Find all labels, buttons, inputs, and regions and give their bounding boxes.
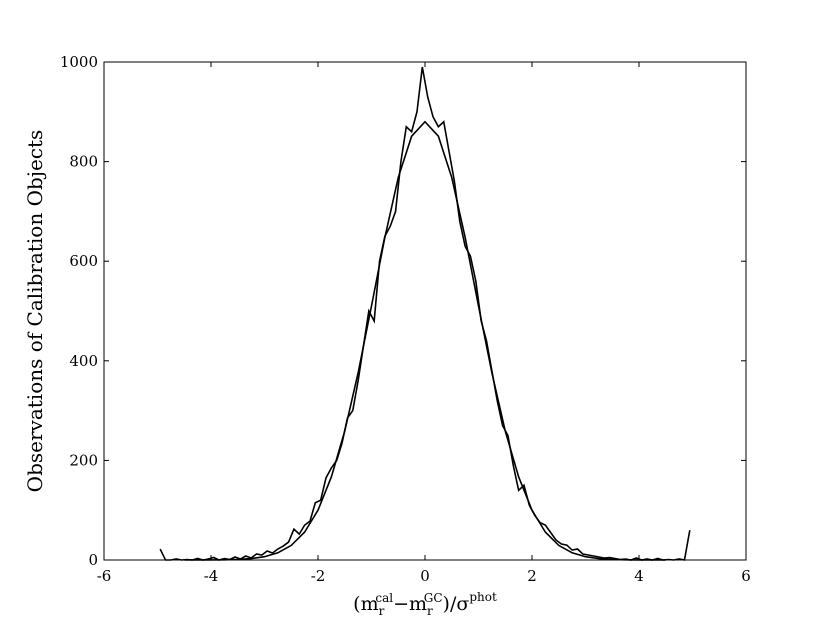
y-tick-label: 600 <box>69 252 98 270</box>
y-tick-label: 800 <box>69 153 98 171</box>
plot-frame <box>103 61 747 561</box>
x-tick-label: 6 <box>741 567 751 585</box>
y-tick-label: 200 <box>69 451 98 469</box>
x-axis-label-part: cal <box>375 591 393 605</box>
x-axis-label-part: r <box>379 604 385 618</box>
x-axis-label-part: −m <box>393 593 427 615</box>
y-tick-label: 1000 <box>60 53 98 71</box>
x-tick-label: -4 <box>204 567 219 585</box>
x-tick-label: 0 <box>420 567 430 585</box>
x-tick-label: -2 <box>311 567 326 585</box>
x-axis-label-part: )/σ <box>443 593 470 615</box>
y-axis-label: Observations of Calibration Objects <box>23 130 47 493</box>
x-axis-label: (mrcal−mrGC)/σphot <box>353 590 497 618</box>
x-tick-label: 2 <box>527 567 537 585</box>
x-tick-label: 4 <box>634 567 644 585</box>
series-line <box>184 120 666 561</box>
y-tick-label: 400 <box>69 352 98 370</box>
x-tick-label: -6 <box>97 567 112 585</box>
x-axis-label-part: GC <box>424 591 443 605</box>
x-axis-label-part: r <box>427 604 433 618</box>
x-axis-label-part: phot <box>469 590 497 604</box>
y-tick-label: 0 <box>88 551 98 569</box>
x-axis-label-part: (m <box>353 593 378 615</box>
series-line <box>159 66 691 561</box>
